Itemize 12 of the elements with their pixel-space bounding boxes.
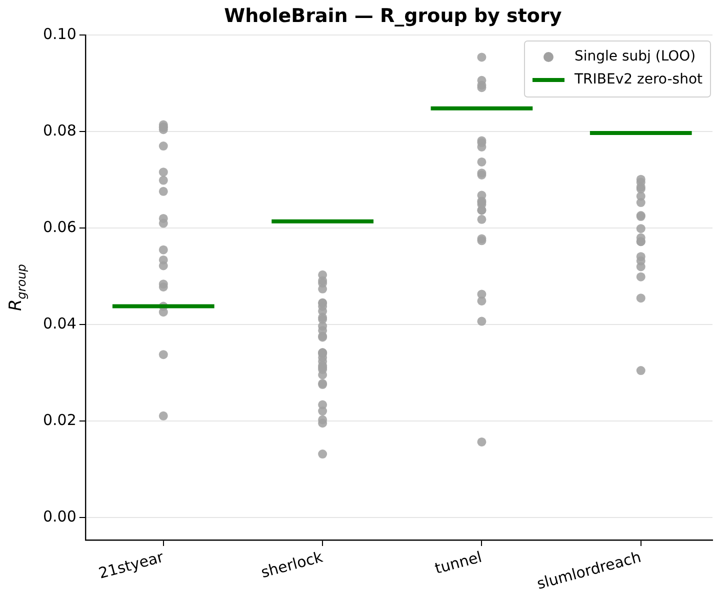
chart-title: WholeBrain — R_group by story <box>224 4 562 27</box>
x-tick-label: sherlock <box>259 548 325 582</box>
y-tick-label: 0.02 <box>42 411 76 430</box>
legend-label: Single subj (LOO) <box>574 48 696 65</box>
y-tick-label: 0.04 <box>42 314 76 333</box>
y-tick-label: 0.00 <box>42 508 76 526</box>
x-tick-label: tunnel <box>432 548 484 578</box>
y-tick-label: 0.06 <box>42 218 76 236</box>
x-tick-label: 21styear <box>96 548 166 582</box>
legend-label: TRIBEv2 zero-shot <box>573 72 704 88</box>
y-tick-label: 0.10 <box>42 24 76 43</box>
y-tick-label: 0.08 <box>42 121 76 140</box>
